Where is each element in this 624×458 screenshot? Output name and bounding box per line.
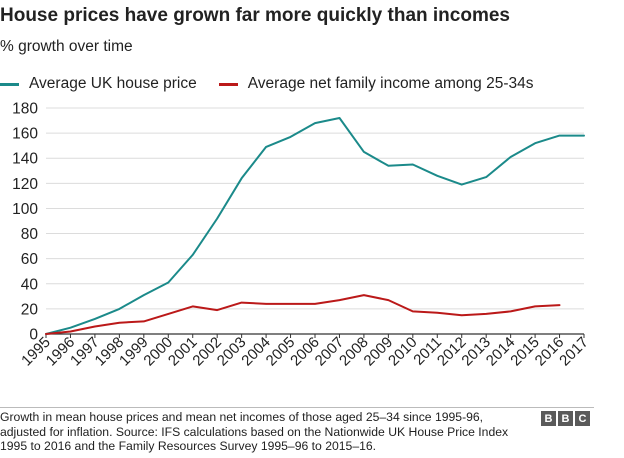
- bbc-logo: B B C: [541, 411, 592, 426]
- legend-item-income: Average net family income among 25-34s: [218, 75, 534, 93]
- y-tick-label: 20: [21, 301, 39, 318]
- y-tick-label: 160: [12, 126, 38, 143]
- legend-swatch-house-price: [0, 82, 19, 86]
- bbc-logo-letter: B: [541, 411, 556, 426]
- bbc-logo-letter: B: [558, 411, 573, 426]
- source-note: Growth in mean house prices and mean net…: [0, 410, 509, 454]
- x-tick-label: 2017: [556, 334, 592, 370]
- legend-label-house-price: Average UK house price: [29, 75, 197, 92]
- footer-divider: [0, 407, 594, 408]
- y-tick-label: 180: [12, 101, 38, 118]
- chart-title: House prices have grown far more quickly…: [0, 5, 510, 26]
- series-line-income: [45, 294, 561, 335]
- series-line-house-price: [45, 117, 585, 335]
- y-tick-label: 40: [21, 276, 39, 293]
- line-chart: 0204060801001201401601801995199619971998…: [12, 101, 592, 370]
- y-tick-label: 100: [12, 201, 38, 218]
- bbc-logo-letter: C: [575, 411, 590, 426]
- legend-swatch-income: [218, 82, 238, 86]
- y-tick-label: 60: [21, 251, 39, 268]
- y-tick-label: 0: [29, 327, 38, 344]
- legend-item-house-price: Average UK house price: [0, 75, 197, 93]
- y-tick-label: 120: [12, 176, 38, 193]
- legend-label-income: Average net family income among 25-34s: [247, 75, 534, 92]
- y-tick-label: 140: [12, 151, 38, 168]
- legend: Average UK house price Average net famil…: [0, 73, 556, 95]
- chart-subtitle: % growth over time: [0, 38, 133, 55]
- y-tick-label: 80: [21, 226, 39, 243]
